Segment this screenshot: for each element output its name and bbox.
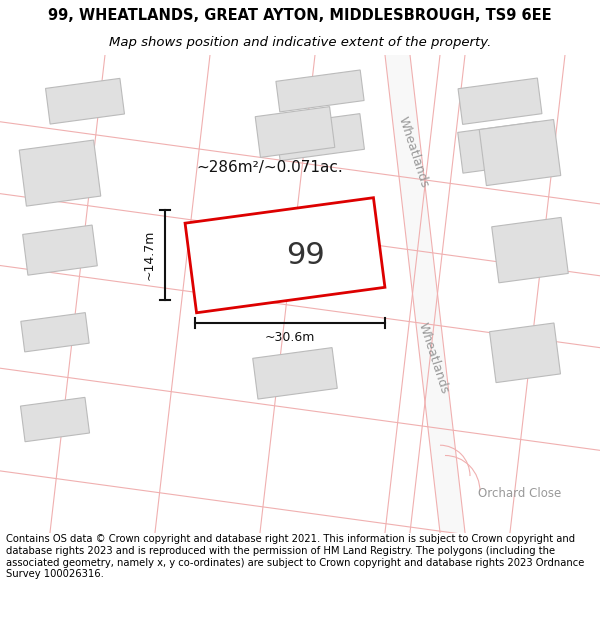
Polygon shape — [458, 78, 542, 124]
Polygon shape — [253, 348, 337, 399]
Text: 99: 99 — [286, 241, 325, 270]
Text: Orchard Close: Orchard Close — [478, 487, 562, 500]
Text: ~286m²/~0.071ac.: ~286m²/~0.071ac. — [197, 161, 343, 176]
Polygon shape — [490, 323, 560, 382]
Text: ~30.6m: ~30.6m — [265, 331, 315, 344]
Text: Map shows position and indicative extent of the property.: Map shows position and indicative extent… — [109, 36, 491, 49]
Polygon shape — [21, 312, 89, 352]
Polygon shape — [23, 225, 97, 275]
Polygon shape — [46, 78, 124, 124]
Polygon shape — [385, 55, 465, 532]
Polygon shape — [458, 122, 542, 173]
Text: 99, WHEATLANDS, GREAT AYTON, MIDDLESBROUGH, TS9 6EE: 99, WHEATLANDS, GREAT AYTON, MIDDLESBROU… — [48, 8, 552, 23]
Polygon shape — [275, 114, 364, 161]
Polygon shape — [185, 198, 385, 312]
Polygon shape — [255, 107, 335, 158]
Polygon shape — [492, 217, 568, 282]
Text: ~14.7m: ~14.7m — [143, 230, 155, 281]
Polygon shape — [276, 70, 364, 112]
Text: Wheatlands: Wheatlands — [395, 115, 431, 190]
Polygon shape — [479, 119, 561, 186]
Polygon shape — [19, 140, 101, 206]
Text: Wheatlands: Wheatlands — [415, 321, 451, 395]
Polygon shape — [20, 398, 89, 442]
Text: Contains OS data © Crown copyright and database right 2021. This information is : Contains OS data © Crown copyright and d… — [6, 534, 584, 579]
